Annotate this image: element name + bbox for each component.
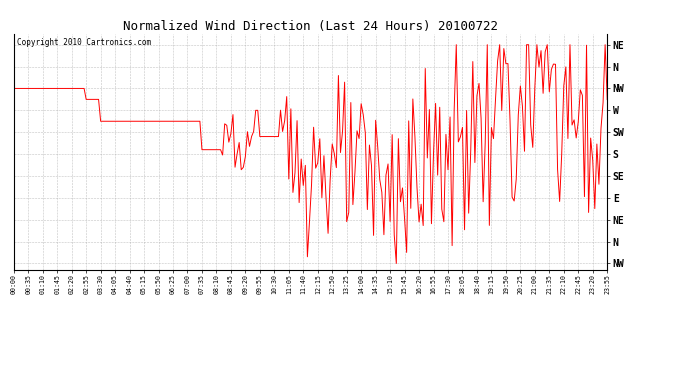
Title: Normalized Wind Direction (Last 24 Hours) 20100722: Normalized Wind Direction (Last 24 Hours… (123, 20, 498, 33)
Text: Copyright 2010 Cartronics.com: Copyright 2010 Cartronics.com (17, 39, 151, 48)
